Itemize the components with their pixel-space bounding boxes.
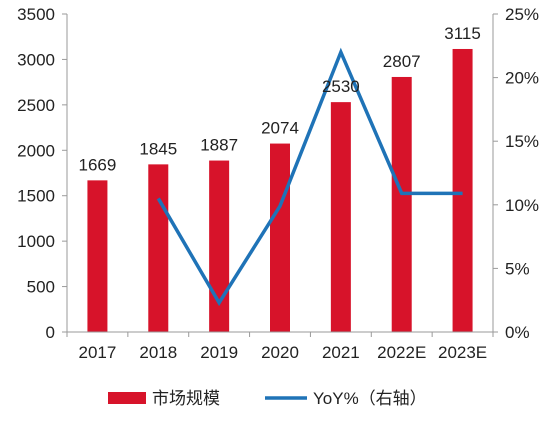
bar-2019 <box>209 161 229 332</box>
right-tick-label: 5% <box>505 259 530 278</box>
bar-2017 <box>87 180 107 332</box>
bar-2020 <box>270 144 290 332</box>
x-tick-label-2020: 2020 <box>261 343 299 362</box>
right-tick-label: 20% <box>505 69 539 88</box>
right-tick-label: 0% <box>505 323 530 342</box>
data-label-2020: 2074 <box>261 119 299 138</box>
left-tick-label: 1500 <box>17 187 55 206</box>
left-tick-label: 3000 <box>17 50 55 69</box>
yoy-line <box>158 52 462 303</box>
x-tick-label-2017: 2017 <box>79 343 117 362</box>
right-tick-label: 15% <box>505 132 539 151</box>
bar-2022E <box>392 77 412 332</box>
line-series-group <box>158 52 462 303</box>
left-tick-label: 500 <box>27 278 55 297</box>
x-tick-label-2018: 2018 <box>139 343 177 362</box>
legend-bar-swatch <box>108 392 146 404</box>
left-tick-label: 2000 <box>17 141 55 160</box>
legend-bar-label: 市场规模 <box>152 389 220 408</box>
x-tick-label-2023E: 2023E <box>438 343 487 362</box>
bar-2018 <box>148 164 168 332</box>
data-label-2023E: 3115 <box>444 24 481 43</box>
left-tick-label: 2500 <box>17 96 55 115</box>
data-label-2022E: 2807 <box>383 52 421 71</box>
legend: 市场规模 YoY%（右轴） <box>108 389 427 408</box>
right-tick-label: 25% <box>505 5 539 24</box>
data-label-2018: 1845 <box>139 139 177 158</box>
x-tick-label-2022E: 2022E <box>377 343 426 362</box>
right-tick-label: 10% <box>505 196 539 215</box>
x-tick-label-2021: 2021 <box>322 343 360 362</box>
bar-2023E <box>453 49 473 332</box>
data-label-2019: 1887 <box>200 136 238 155</box>
left-tick-label: 1000 <box>17 232 55 251</box>
data-label-2021: 2530 <box>322 77 360 96</box>
left-tick-label: 3500 <box>17 5 55 24</box>
bar-series-group <box>87 49 472 332</box>
left-tick-label: 0 <box>46 323 55 342</box>
data-label-2017: 1669 <box>79 155 117 174</box>
x-tick-label-2019: 2019 <box>200 343 238 362</box>
legend-line-label: YoY%（右轴） <box>313 389 427 408</box>
bar-2021 <box>331 102 351 332</box>
